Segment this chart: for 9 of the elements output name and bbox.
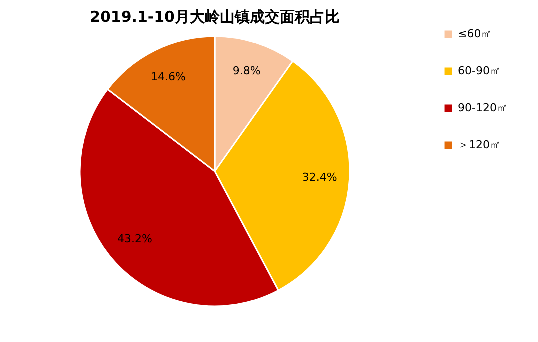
legend-label: 60-90㎡ [458, 64, 501, 78]
legend-label: 90-120㎡ [458, 102, 508, 114]
data-label: 32.4% [302, 171, 338, 184]
data-label: 14.6% [151, 70, 186, 84]
data-label: 9.8% [232, 64, 261, 78]
legend-label: ＞120㎡ [458, 138, 501, 152]
chart-title: 2019.1-10月大岭山镇成交面积占比 [90, 8, 340, 26]
legend-label: ≤60㎡ [458, 28, 492, 40]
data-label: 43.2% [117, 232, 152, 246]
